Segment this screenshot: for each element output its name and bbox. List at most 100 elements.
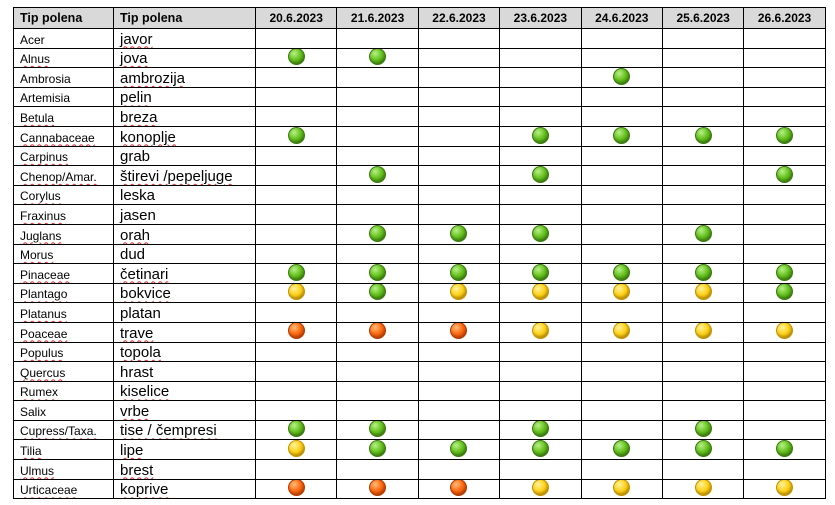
level-cell [336,184,419,206]
level-cell [336,282,419,304]
level-cell [417,302,501,323]
header-date: 21.6.2023 [336,7,419,29]
level-cell [661,361,745,382]
green-level-dot-icon [369,421,387,438]
pollen-latin-name: Ambrosia [13,67,114,88]
level-cell [499,106,582,127]
yellow-level-dot-icon [694,480,712,497]
level-cell [254,380,338,402]
level-cell [336,125,419,147]
level-cell [580,204,663,225]
level-cell [254,361,338,382]
level-cell [417,28,501,49]
level-cell [661,145,745,167]
level-cell [580,380,663,402]
level-cell [580,341,663,363]
table-row: Fraxinus jasen [13,204,826,225]
green-level-dot-icon [613,264,631,281]
level-cell [254,106,338,127]
orange-level-dot-icon [287,323,305,340]
header-date: 23.6.2023 [499,7,582,29]
level-cell [417,361,501,382]
level-cell [417,204,501,225]
level-cell [336,459,419,480]
level-cell [743,459,826,480]
pollen-local-name: javor [113,28,256,49]
level-cell [580,67,663,88]
level-cell [743,86,826,108]
header-date: 20.6.2023 [254,7,338,29]
pollen-local-name: vrbe [113,400,256,421]
level-cell [499,459,582,480]
pollen-local-name: ambrozija [113,67,256,88]
header-local-name: Tip polena [113,7,256,29]
green-level-dot-icon [369,166,387,183]
level-cell [661,165,745,186]
level-cell [254,223,338,245]
level-cell [499,204,582,225]
yellow-level-dot-icon [287,440,305,458]
table-row: Platanus platan [13,302,826,323]
pollen-latin-name: Artemisia [13,86,114,108]
pollen-latin-name: Cannabaceae [13,125,114,147]
table-row: Chenop/Amar. štirevi /pepeljuge [13,165,826,186]
level-cell [580,282,663,304]
green-level-dot-icon [613,127,631,144]
level-cell [743,47,826,69]
level-cell [743,165,826,186]
yellow-level-dot-icon [531,323,549,340]
level-cell [580,361,663,382]
pollen-latin-name: Poaceae [13,321,114,343]
yellow-level-dot-icon [694,284,712,301]
level-cell [254,439,338,461]
level-cell [743,223,826,245]
level-cell [743,28,826,49]
level-cell [743,478,826,500]
pollen-latin-name: Morus [13,243,114,265]
level-cell [336,67,419,88]
table-row: Artemisia pelin [13,86,826,108]
level-cell [499,478,582,500]
yellow-level-dot-icon [613,480,631,497]
level-cell [417,419,501,441]
level-cell [254,263,338,284]
green-level-dot-icon [776,284,794,301]
green-level-dot-icon [287,127,305,144]
header-date: 22.6.2023 [417,7,501,29]
green-level-dot-icon [694,421,712,438]
green-level-dot-icon [613,440,631,458]
orange-level-dot-icon [369,323,387,340]
pollen-local-name: leska [113,184,256,206]
level-cell [336,400,419,421]
level-cell [499,184,582,206]
pollen-latin-name: Betula [13,106,114,127]
level-cell [336,302,419,323]
pollen-latin-name: Ulmus [13,459,114,480]
yellow-level-dot-icon [694,323,712,340]
pollen-latin-name: Juglans [13,223,114,245]
level-cell [336,243,419,265]
level-cell [336,263,419,284]
table-row: Alnus jova [13,47,826,69]
level-cell [743,439,826,461]
level-cell [336,165,419,186]
pollen-local-name: konoplje [113,125,256,147]
pollen-local-name: topola [113,341,256,363]
pollen-latin-name: Carpinus [13,145,114,167]
level-cell [499,47,582,69]
level-cell [417,47,501,69]
level-cell [743,184,826,206]
pollen-latin-name: Salix [13,400,114,421]
green-level-dot-icon [531,166,549,183]
pollen-local-name: pelin [113,86,256,108]
yellow-level-dot-icon [613,323,631,340]
level-cell [743,419,826,441]
pollen-local-name: koprive [113,478,256,500]
level-cell [580,106,663,127]
level-cell [661,419,745,441]
pollen-latin-name: Acer [13,28,114,49]
level-cell [580,223,663,245]
level-cell [499,302,582,323]
green-level-dot-icon [531,421,549,438]
pollen-local-name: grab [113,145,256,167]
